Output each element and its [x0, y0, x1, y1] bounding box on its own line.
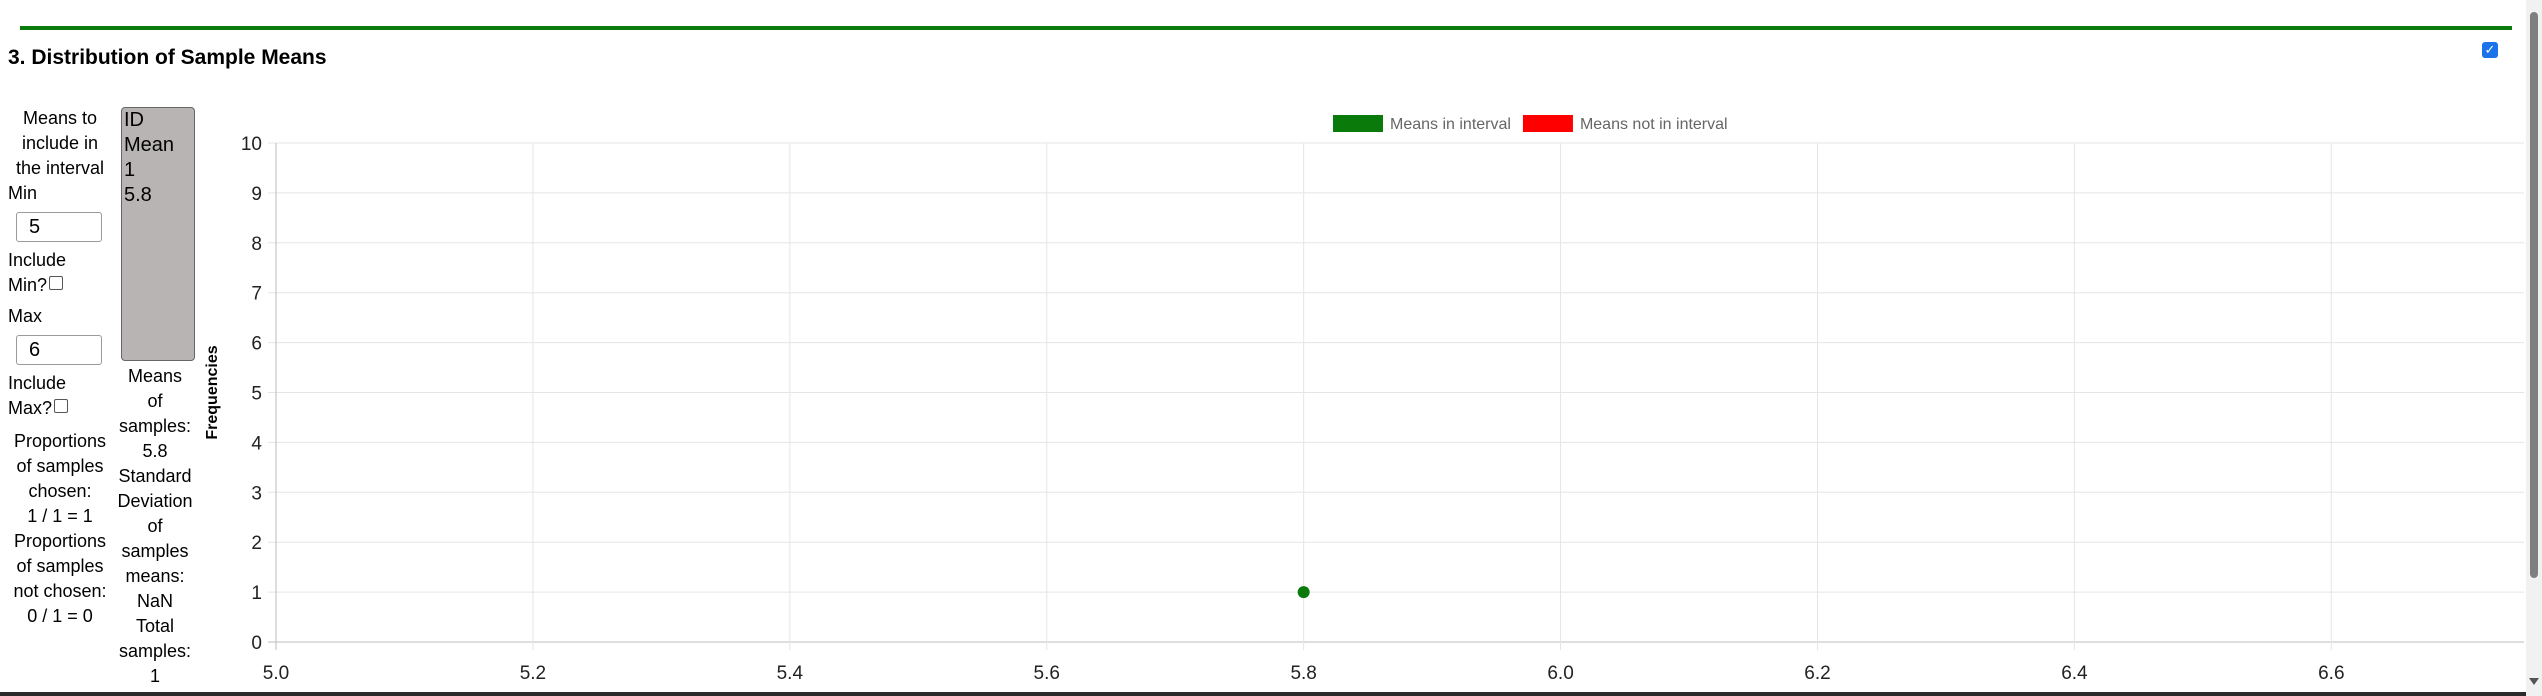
section-title: 3. Distribution of Sample Means — [8, 46, 327, 69]
legend-swatch — [1522, 115, 1573, 132]
y-axis-label: Frequencies — [204, 345, 221, 439]
scroll-down-arrow-icon[interactable] — [2529, 678, 2539, 685]
x-tick-label: 5.8 — [1290, 663, 1316, 684]
legend-swatch — [1333, 115, 1383, 132]
bottom-border — [0, 692, 2526, 696]
y-tick-label: 5 — [251, 384, 262, 405]
means-label: Means to include in the interval — [15, 108, 105, 178]
y-tick-label: 6 — [251, 334, 262, 355]
checkmark-icon: ✓ — [2484, 42, 2496, 57]
prop-not-chosen-value: 0 / 1 = 0 — [27, 606, 93, 626]
include-min-checkbox[interactable] — [49, 276, 64, 290]
list-item-mean: 5.8 — [124, 184, 152, 206]
y-tick-label: 0 — [251, 633, 262, 654]
y-tick-label: 10 — [241, 134, 262, 155]
y-tick-label: 9 — [251, 184, 262, 205]
list-header-id: ID — [124, 109, 144, 131]
max-input[interactable]: 6 — [16, 335, 102, 365]
sd-value: NaN — [136, 591, 173, 611]
x-tick-label: 5.2 — [520, 663, 546, 684]
max-label: Max — [8, 306, 43, 326]
min-input[interactable]: 5 — [16, 212, 102, 242]
vertical-scrollbar[interactable] — [2526, 0, 2542, 696]
sample-stats: Means of samples: 5.8 Standard Deviation… — [113, 364, 197, 689]
legend-label: Means not in interval — [1580, 116, 1728, 133]
prop-not-chosen: Proportions of samples not chosen: 0 / 1… — [8, 529, 112, 629]
x-tick-label: 6.6 — [2318, 663, 2344, 684]
total-value: 1 — [149, 666, 160, 686]
include-max-checkbox[interactable] — [54, 399, 69, 413]
y-tick-label: 3 — [251, 483, 262, 504]
x-tick-label: 5.6 — [1034, 663, 1060, 684]
scroll-thumb[interactable] — [2530, 12, 2538, 578]
sample-means-list[interactable]: ID Mean 1 5.8 — [121, 107, 195, 361]
prop-chosen-value: 1 / 1 = 1 — [27, 506, 93, 526]
sample-means-chart: 0 1 2 3 4 5 6 7 8 9 10 5.0 5.2 5.4 5.6 5.8 6.0 6.2 6.4 6.6 F… — [204, 115, 2524, 684]
x-tick-label: 5.0 — [263, 663, 289, 684]
include-min-label: Include Min? — [8, 250, 67, 295]
include-max-label: Include Max? — [8, 373, 69, 418]
interval-controls: Means to include in the interval Min 5 I… — [8, 106, 112, 629]
list-item-id: 1 — [124, 159, 136, 181]
y-tick-label: 2 — [251, 533, 262, 554]
x-tick-label: 6.4 — [2061, 663, 2088, 684]
y-tick-label: 1 — [251, 583, 262, 604]
x-tick-label: 6.0 — [1547, 663, 1573, 684]
min-label: Min — [8, 183, 38, 203]
y-tick-label: 8 — [251, 234, 262, 255]
prop-chosen: Proportions of samples chosen: 1 / 1 = 1 — [8, 429, 112, 529]
legend-label: Means in interval — [1390, 116, 1511, 133]
list-header-mean: Mean — [124, 134, 175, 156]
data-point — [1297, 586, 1310, 599]
y-tick-label: 4 — [251, 433, 262, 454]
means-value: 5.8 — [142, 441, 168, 461]
x-tick-label: 5.4 — [777, 663, 804, 684]
x-tick-label: 6.2 — [1804, 663, 1830, 684]
section-divider — [20, 26, 2512, 30]
section-toggle-checkbox[interactable]: ✓ — [2482, 42, 2498, 58]
y-tick-label: 7 — [251, 284, 262, 305]
